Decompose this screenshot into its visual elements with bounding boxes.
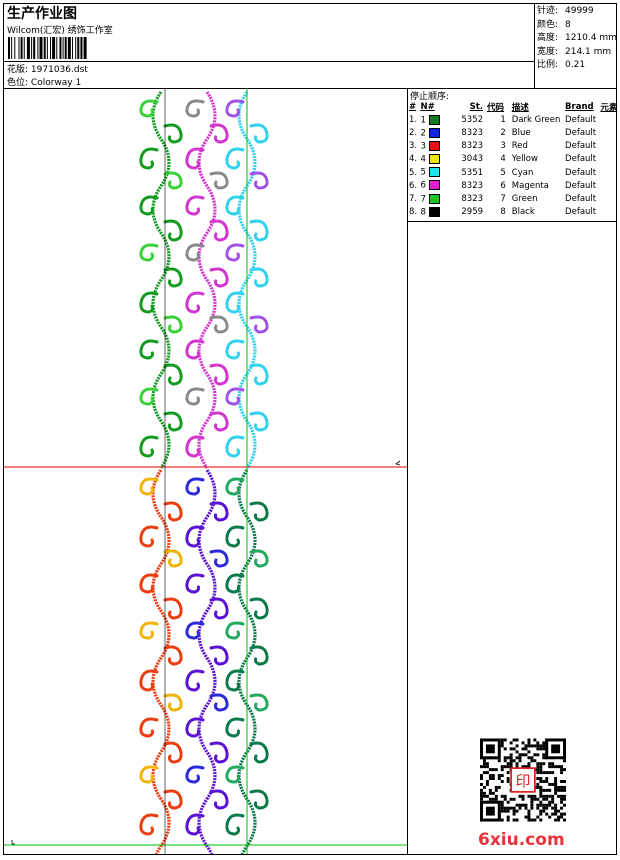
color-swatch <box>428 167 440 178</box>
marker-icon <box>11 840 15 845</box>
color-swatch <box>428 140 440 151</box>
watermark: 6xiu.com <box>478 830 565 850</box>
color-row: 8. 8 2959 8 Black Default <box>409 206 597 218</box>
color-swatch <box>428 193 440 204</box>
stat-width: 宽度: 214.1 mm <box>537 46 612 57</box>
stamp-logo <box>510 767 536 793</box>
stat-height: 高度: 1210.4 mm <box>537 33 617 43</box>
color-row: 1. 1 5352 1 Dark Green Default <box>409 114 597 126</box>
color-row: 4. 4 3043 4 Yellow Default <box>409 154 597 165</box>
barcode <box>8 37 87 59</box>
stamp-text: 印 <box>516 773 531 790</box>
color-row: 6. 6 8323 6 Magenta Default <box>409 180 597 191</box>
vine-motif <box>139 91 183 469</box>
design-file-line: 花版: 1971036.dst <box>7 62 88 75</box>
color-table-header: # N# St. 代码 描述 Brand 元素 <box>409 100 620 113</box>
color-row: 5. 5 5351 5 Cyan Default <box>409 167 597 178</box>
col-st: St. <box>469 101 484 112</box>
vine-motif <box>185 469 229 854</box>
stat-stitches: 针迹: 49999 <box>537 6 594 16</box>
stop-sequence-title: 停止顺序: <box>410 92 450 102</box>
color-row: 7. 7 8323 7 Green Default <box>409 193 597 205</box>
vine-motif <box>139 469 183 854</box>
vine-motif <box>225 91 269 469</box>
studio-name: Wilcom(汇宏) 绣饰工作室 <box>7 26 113 36</box>
qr-code: 印 <box>480 738 566 822</box>
info-divider <box>3 88 617 89</box>
header-divider <box>3 61 534 62</box>
color-swatch <box>428 114 440 125</box>
color-swatch <box>428 206 440 217</box>
design-value: 1971036.dst <box>30 65 88 75</box>
col-code: 代码 <box>487 102 505 113</box>
stat-scale: 比例: 0.21 <box>537 60 586 70</box>
col-element: 元素 <box>600 102 618 113</box>
color-swatch <box>428 127 440 138</box>
stat-colors: 颜色: 8 <box>537 19 571 30</box>
colorway-line: 色位: Colorway 1 <box>7 75 81 88</box>
marker-icon <box>395 460 401 466</box>
panel-divider <box>407 88 408 855</box>
table-bottom-divider <box>407 221 617 222</box>
design-label: 花版: <box>7 65 29 75</box>
col-num: # <box>409 101 417 112</box>
color-row: 2. 2 8323 2 Blue Default <box>409 127 597 139</box>
col-brand: Brand <box>565 101 594 112</box>
colorway-label: 色位: <box>7 78 29 88</box>
design-stats: 针迹: 49999 颜色: 8 高度: 1210.4 mm 宽度: 214.1 mm 比… <box>537 5 617 73</box>
stats-divider <box>534 3 535 88</box>
col-desc: 描述 <box>511 102 529 113</box>
color-swatch <box>428 180 440 191</box>
vine-motif <box>185 91 229 469</box>
col-n: N# <box>420 101 435 112</box>
color-table: # N# St. 代码 描述 Brand 元素 1. 1 5352 1 Dark Gr… <box>409 100 620 219</box>
color-row: 3. 3 8323 3 Red Default <box>409 140 597 152</box>
colorway-value: Colorway 1 <box>30 78 82 88</box>
color-swatch <box>428 154 440 165</box>
embroidery-design-preview <box>4 88 407 854</box>
page-title: 生产作业图 <box>7 6 77 22</box>
vine-motif <box>225 469 269 854</box>
page-frame <box>3 3 617 855</box>
